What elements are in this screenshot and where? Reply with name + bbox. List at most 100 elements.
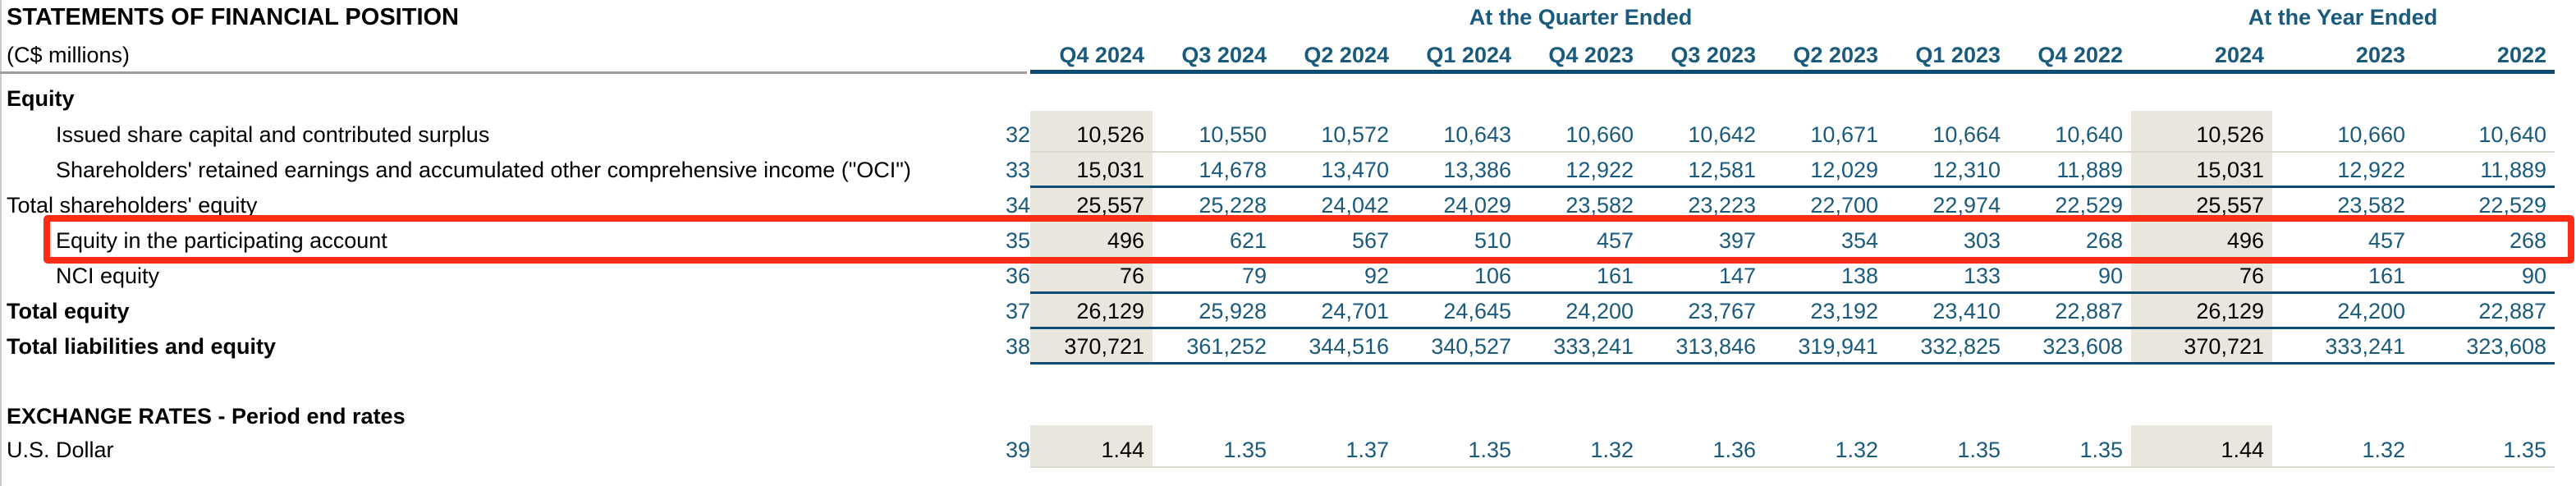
column-header: 2024 [2214,43,2264,67]
value-cell: 1.35 [1397,433,1519,468]
value-cell: 92 [1275,259,1397,294]
table-row: Total shareholders' equity 34 25,557 25,228… [0,188,2576,223]
value-cell: 1.37 [1275,433,1397,468]
value-cell: 1.32 [1519,433,1642,468]
value-cell: 12,922 [2272,153,2413,188]
row-number: 38 [1005,334,1030,359]
value-cell: 15,031 [1030,153,1153,188]
value-cell: 10,664 [1886,117,2009,153]
table-row: Issued share capital and contributed sur… [0,117,2576,153]
value-cell: 23,192 [1764,294,1886,329]
value-cell: 147 [1642,259,1764,294]
value-cell: 12,922 [1519,153,1642,188]
value-cell: 313,846 [1642,329,1764,364]
value-cell: 457 [2272,223,2413,259]
row-label: U.S. Dollar [7,438,114,462]
value-cell: 10,526 [2131,117,2272,153]
value-cell: 23,767 [1642,294,1764,329]
header-rule-gray [0,71,1027,74]
value-cell: 26,129 [2131,294,2272,329]
value-cell: 10,550 [1153,117,1275,153]
units-label: (C$ millions) [7,43,131,67]
value-cell: 106 [1397,259,1519,294]
value-cell: 22,974 [1932,193,2001,218]
value-cell: 10,660 [1519,117,1642,153]
value-cell: 25,228 [1199,193,1267,218]
value-cell: 23,410 [1886,294,2009,329]
row-label: Equity in the participating account [56,228,387,253]
value-cell: 22,700 [1810,193,1878,218]
row-number: 34 [1005,193,1030,218]
value-cell: 621 [1153,223,1275,259]
row-label: Total equity [7,299,130,323]
table-row-highlighted: Equity in the participating account 35 496… [0,223,2576,259]
value-cell: 10,642 [1642,117,1764,153]
value-cell: 22,887 [2009,294,2131,329]
value-cell: 567 [1275,223,1397,259]
value-cell: 23,582 [2337,193,2405,218]
section-heading-exchange-rates: EXCHANGE RATES - Period end rates [7,404,406,429]
column-header: Q4 2023 [1548,43,1634,67]
column-header: Q4 2024 [1059,43,1144,67]
highlight-column-band-q4-2024-fx [1030,425,1153,468]
header-rule-teal [1030,70,2555,74]
value-cell: 268 [2413,223,2555,259]
column-header: Q1 2024 [1426,43,1511,67]
highlight-column-band-2024 [2131,111,2272,364]
column-header: Q1 2023 [1915,43,2001,67]
value-cell: 1.35 [2413,433,2555,468]
value-cell: 340,527 [1397,329,1519,364]
value-cell: 25,557 [2196,193,2264,218]
highlight-column-band-q4-2024 [1030,111,1153,364]
value-cell: 13,470 [1275,153,1397,188]
value-cell: 370,721 [1030,329,1153,364]
value-cell: 79 [1153,259,1275,294]
column-header: 2023 [2355,43,2405,67]
value-cell: 12,029 [1764,153,1886,188]
value-cell: 510 [1397,223,1519,259]
value-cell: 76 [2131,259,2272,294]
value-cell: 1.32 [2272,433,2413,468]
value-cell: 323,608 [2413,329,2555,364]
value-cell: 10,671 [1764,117,1886,153]
value-cell: 397 [1642,223,1764,259]
row-number: 36 [1005,264,1030,288]
value-cell: 10,660 [2272,117,2413,153]
value-cell: 1.35 [1886,433,2009,468]
row-number: 39 [1005,438,1030,462]
row-label: Shareholders' retained earnings and accu… [56,158,911,182]
value-cell: 138 [1764,259,1886,294]
column-header: Q2 2023 [1793,43,1878,67]
value-cell: 12,581 [1642,153,1764,188]
value-cell: 268 [2009,223,2131,259]
value-cell: 22,529 [2055,193,2123,218]
row-number: 32 [1005,122,1030,147]
value-cell: 23,582 [1565,193,1634,218]
value-cell: 10,572 [1275,117,1397,153]
section-heading-equity: Equity [7,86,75,111]
column-header: Q2 2024 [1304,43,1389,67]
value-cell: 323,608 [2009,329,2131,364]
value-cell: 344,516 [1275,329,1397,364]
value-cell: 13,386 [1397,153,1519,188]
value-cell: 319,941 [1764,329,1886,364]
value-cell: 496 [2131,223,2272,259]
value-cell: 457 [1519,223,1642,259]
row-number: 33 [1005,158,1030,182]
quarter-group-header: At the Quarter Ended [1469,5,1693,30]
value-cell: 90 [2009,259,2131,294]
value-cell: 10,526 [1030,117,1153,153]
column-header: Q3 2023 [1671,43,1756,67]
value-cell: 24,042 [1321,193,1389,218]
value-cell: 1.44 [2131,433,2272,468]
highlight-column-band-2024-fx [2131,425,2272,468]
value-cell: 22,887 [2413,294,2555,329]
row-label: Issued share capital and contributed sur… [56,122,490,147]
value-cell: 14,678 [1153,153,1275,188]
value-cell: 26,129 [1030,294,1153,329]
value-cell: 12,310 [1886,153,2009,188]
value-cell: 76 [1030,259,1153,294]
value-cell: 23,223 [1688,193,1756,218]
value-cell: 161 [1519,259,1642,294]
row-label: Total liabilities and equity [7,334,277,359]
